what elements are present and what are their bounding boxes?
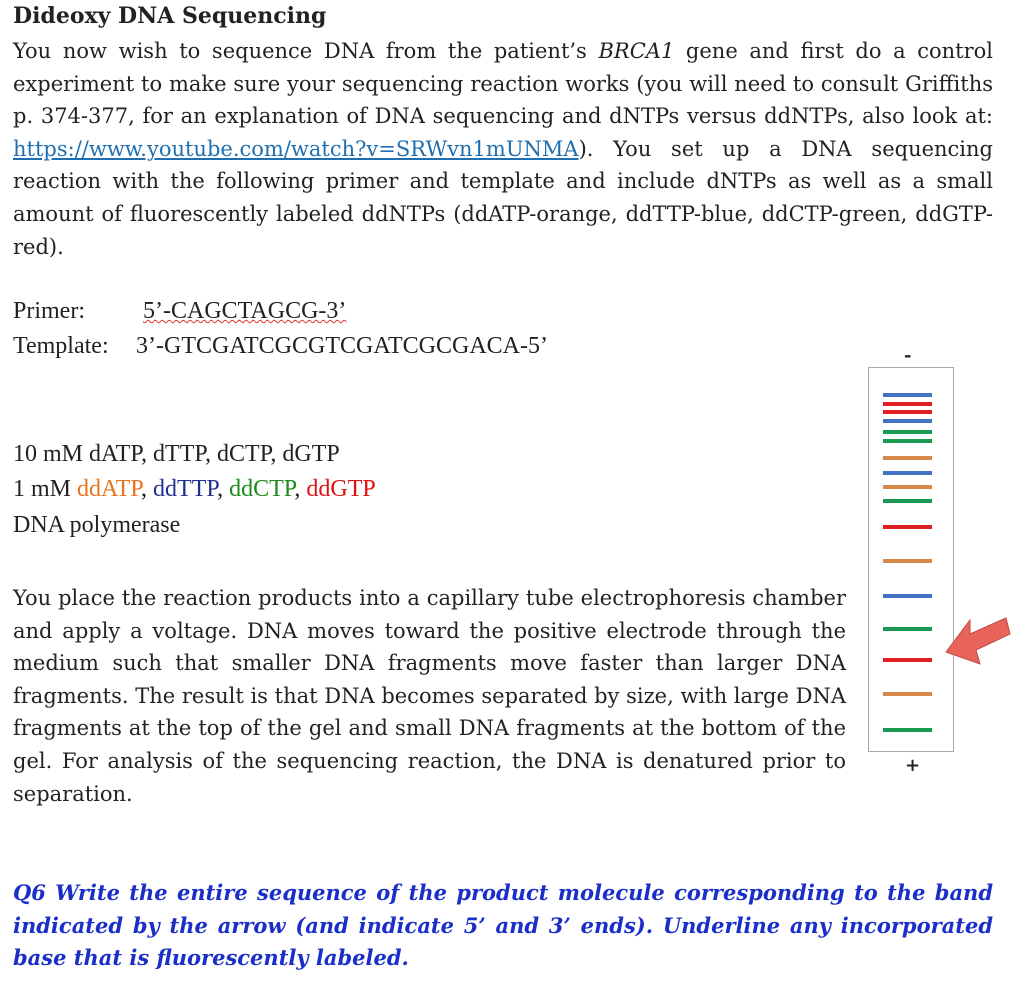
band: [883, 393, 932, 397]
band: [883, 456, 932, 460]
template-label: Template:: [13, 333, 109, 359]
band: [883, 559, 932, 563]
gel-label: -: [904, 345, 912, 366]
gene: BRCA1: [598, 39, 675, 63]
band: [883, 692, 932, 696]
ddntp: ddTTP: [153, 476, 218, 502]
text: You now wish to sequence DNA from the pa…: [13, 39, 599, 63]
separator: ,: [294, 476, 307, 502]
band: [883, 658, 932, 662]
separator: ,: [141, 476, 154, 502]
band: [883, 430, 932, 434]
reagent: 10 mM dATP, dTTP, dCTP, dGTP: [13, 441, 340, 467]
primer-sequence: 5’-CAGCTAGCG-3’: [143, 298, 347, 324]
band: [883, 402, 932, 406]
ddntp: ddGTP: [306, 476, 376, 502]
band: [883, 728, 932, 732]
arrow: [945, 617, 1011, 665]
title: Dideoxy DNA Sequencing: [13, 3, 327, 29]
intro: You now wish to sequence DNA from the pa…: [13, 35, 993, 263]
text: gene and first do a control experiment t…: [13, 39, 994, 129]
arrow-shape: [945, 617, 1011, 665]
text: 1 mM: [13, 476, 78, 502]
band: [883, 471, 932, 475]
band: [883, 499, 932, 503]
link[interactable]: https://www.youtube.com/watch?v=SRWvn1mU…: [13, 136, 579, 161]
primer-label: Primer:: [13, 298, 85, 324]
ddntp: ddCTP: [229, 476, 295, 502]
question: Q6 Write the entire sequence of the prod…: [13, 880, 993, 971]
text: ). You set up a DNA sequencing reaction …: [13, 136, 993, 259]
separator: ,: [217, 476, 230, 502]
band: [883, 485, 932, 489]
gel: [868, 367, 954, 752]
reagent: 1 mM ddATP, ddTTP, ddCTP, ddGTP: [13, 476, 376, 503]
band: [883, 627, 932, 631]
paragraph: You place the reaction products into a c…: [13, 586, 846, 806]
ddntp: ddATP: [77, 476, 142, 502]
band: [883, 594, 932, 598]
band: [883, 439, 932, 443]
band: [883, 410, 932, 414]
reagent: DNA polymerase: [13, 512, 181, 538]
template-sequence: 3’-GTCGATCGCGTCGATCGCGACA-5’: [136, 333, 548, 359]
gel-label: +: [905, 755, 921, 776]
band: [883, 525, 932, 529]
band: [883, 419, 932, 423]
